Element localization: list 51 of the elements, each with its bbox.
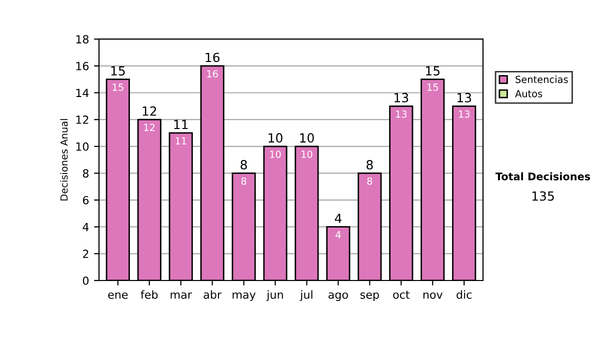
- data-label: 13: [396, 110, 407, 118]
- y-tick-label: 2: [83, 250, 88, 258]
- y-tick-label: 0: [82, 276, 89, 285]
- data-label: 10: [270, 150, 281, 158]
- total-label: 16: [206, 52, 220, 62]
- total-label: 15: [111, 66, 125, 76]
- x-tick-label: nov: [423, 292, 443, 299]
- x-tick-label: jul: [300, 290, 312, 301]
- x-tick-label: ene: [108, 292, 128, 299]
- total-label: 8: [366, 160, 373, 170]
- total-label: 10: [300, 133, 314, 143]
- total-label: 13: [458, 92, 472, 102]
- total-label: 13: [394, 92, 408, 102]
- data-label: 8: [367, 177, 372, 185]
- x-tick-label: sep: [360, 292, 379, 301]
- y-tick-label: 10: [76, 142, 89, 151]
- total-label: 12: [142, 106, 156, 116]
- data-label: 16: [207, 70, 218, 78]
- y-tick-label: 8: [82, 169, 89, 178]
- text: 135: [532, 191, 554, 201]
- x-tick-label: dic: [456, 290, 472, 299]
- x-tick-label: oct: [393, 290, 410, 299]
- y-tick-label: 14: [76, 88, 89, 97]
- data-label: 11: [176, 137, 186, 144]
- x-tick-label: jun: [266, 290, 283, 301]
- total-label: 8: [240, 160, 247, 170]
- total-label: 15: [426, 66, 440, 76]
- data-label: 13: [458, 110, 470, 118]
- legend-label: Autos: [515, 90, 542, 98]
- y-tick-label: 4: [82, 222, 89, 232]
- y-tick-label: 16: [76, 62, 89, 70]
- x-tick-label: ago: [328, 292, 348, 301]
- y-tick-label: 6: [82, 196, 89, 204]
- legend-label: Sentencias: [516, 76, 568, 84]
- x-tick-label: may: [232, 292, 256, 301]
- y-tick-label: 12: [76, 116, 88, 124]
- x-tick-label: feb: [140, 290, 158, 299]
- total-label: 11: [174, 120, 188, 130]
- total-label: 10: [268, 133, 282, 143]
- data-label: 8: [241, 177, 246, 185]
- y-tick-label: 18: [76, 35, 89, 44]
- data-label: 15: [112, 84, 124, 91]
- data-label: 15: [428, 84, 438, 91]
- total-label: 4: [334, 214, 342, 223]
- x-tick-label: abr: [204, 290, 222, 299]
- text: Total Decisiones: [495, 172, 590, 180]
- data-label: 12: [144, 124, 155, 131]
- data-label: 10: [302, 150, 312, 158]
- data-label: 4: [336, 231, 341, 238]
- y-axis-title: Decisiones Anual: [60, 119, 68, 200]
- x-tick-label: mar: [170, 292, 192, 299]
